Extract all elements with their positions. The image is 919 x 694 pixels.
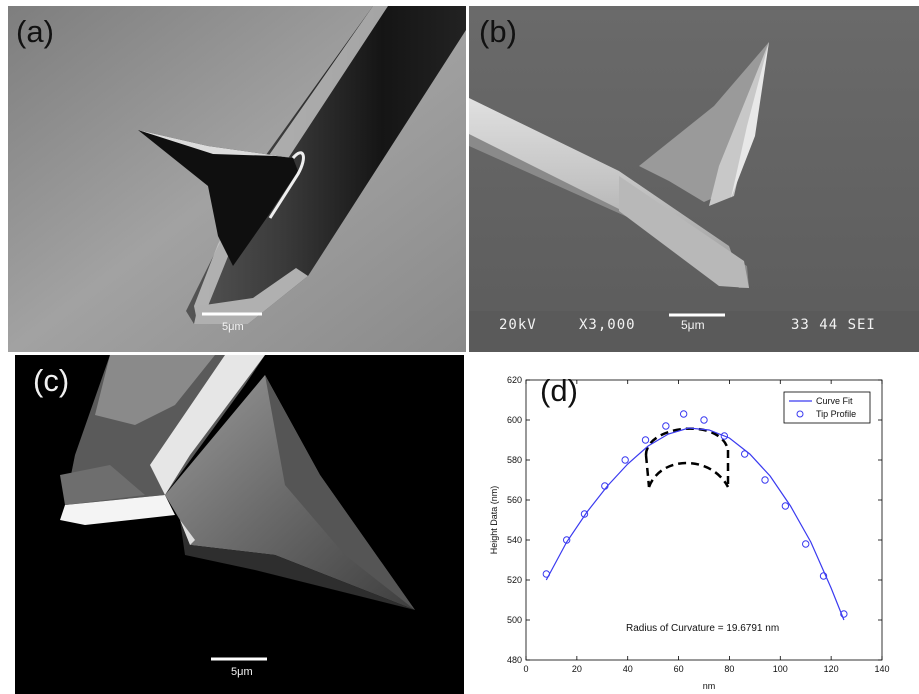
tip-profile-point: [700, 416, 708, 424]
axes: [525, 379, 883, 661]
legend-tip-profile: Tip Profile: [816, 409, 856, 419]
x-tick-label: 140: [874, 664, 889, 674]
x-tick-label: 80: [724, 664, 734, 674]
x-tick-label: 120: [824, 664, 839, 674]
tip-profile-point: [761, 476, 769, 484]
tip-profile-point: [621, 456, 629, 464]
tip-profile-point: [562, 536, 571, 544]
cantilever-image-a: 5μm: [8, 6, 466, 352]
chart-svg: 0 20 40 60 80 100 120 140 480 500 520 540 560 580 600 6…: [489, 375, 890, 691]
y-tick-label: 500: [507, 615, 522, 625]
x-tick-label: 40: [623, 664, 633, 674]
y-tick-label: 600: [507, 415, 522, 425]
tip-profile-point: [662, 422, 670, 430]
legend: Curve Fit Tip Profile: [783, 391, 871, 424]
y-tick-label: 560: [507, 495, 522, 505]
tip-profile-point: [840, 610, 848, 618]
sem-image-b: 20kV X3,000 5μm 33 44 SEI (b): [469, 6, 919, 352]
tip-profile-point: [679, 410, 688, 418]
y-tick-label: 480: [507, 655, 522, 665]
y-axis-label: Height Data (nm): [489, 486, 499, 555]
curve-fit-line: [545, 427, 845, 621]
tip-profile-point: [740, 450, 749, 458]
x-tick-label: 0: [523, 664, 528, 674]
tip-profile-point: [781, 502, 790, 510]
scale-bar-label-c: 5μm: [231, 666, 253, 678]
x-tick-label: 20: [572, 664, 582, 674]
tip-profile-point: [819, 572, 828, 580]
sem-magnification: X3,000: [579, 317, 636, 333]
radius-annotation: Radius of Curvature = 19.6791 nm: [626, 623, 779, 634]
x-axis-label: nm: [703, 681, 716, 691]
cantilever-image-c: 5μm: [15, 355, 464, 694]
tick-labels: 0 20 40 60 80 100 120 140 480 500 520 540 560 580 600 6…: [507, 375, 890, 674]
sem-image-c: 5μm (c): [15, 355, 464, 694]
tip-profile-point: [542, 570, 551, 578]
tip-profile-point: [720, 432, 729, 440]
series: [542, 410, 848, 621]
dashed-tip-outline-bottom: [647, 461, 730, 488]
panel-label-b: (b): [479, 14, 517, 49]
sem-image-a: 5μm (a): [8, 6, 466, 352]
scale-bar-label-a: 5μm: [222, 321, 244, 333]
y-tick-label: 620: [507, 375, 522, 385]
sem-voltage: 20kV: [499, 317, 537, 333]
tip-profile-chart: 0 20 40 60 80 100 120 140 480 500 520 540 560 580 600 6…: [466, 355, 919, 694]
legend-curve-fit: Curve Fit: [816, 396, 853, 406]
plot-frame: [525, 379, 883, 661]
x-tick-label: 60: [674, 664, 684, 674]
scale-bar-label-b: 5μm: [681, 318, 705, 332]
dashed-tip-outline-top: [644, 427, 730, 456]
y-tick-label: 580: [507, 455, 522, 465]
y-tick-label: 520: [507, 575, 522, 585]
panel-label-a: (a): [16, 14, 54, 49]
tip-profile-point: [601, 482, 609, 490]
tip-profile-point: [580, 510, 589, 518]
x-tick-label: 100: [773, 664, 788, 674]
panel-label-c: (c): [33, 363, 70, 398]
cantilever-image-b: 20kV X3,000 5μm 33 44 SEI: [469, 6, 919, 352]
panel-label-d: (d): [540, 373, 578, 408]
tip-profile-point: [641, 436, 650, 444]
y-tick-label: 540: [507, 535, 522, 545]
sem-image-id: 33 44 SEI: [791, 317, 876, 333]
tip-profile-point: [802, 540, 810, 548]
